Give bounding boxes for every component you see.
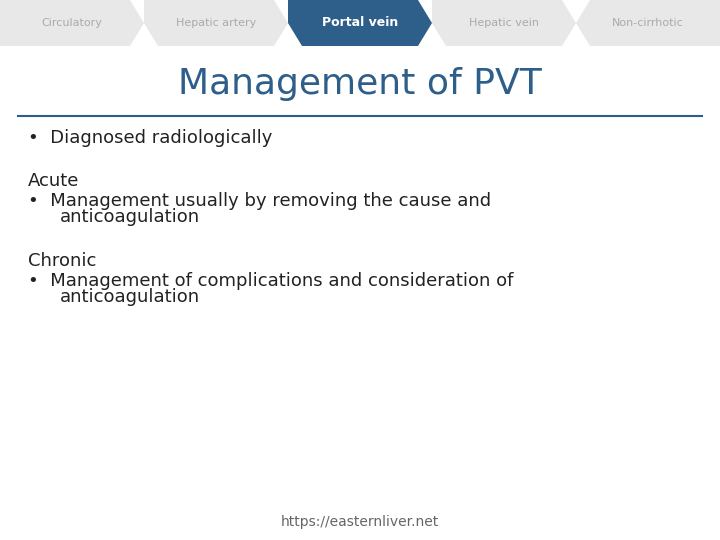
Polygon shape — [0, 0, 144, 46]
Text: •  Management of complications and consideration of: • Management of complications and consid… — [28, 272, 513, 290]
Text: Non-cirrhotic: Non-cirrhotic — [612, 18, 684, 28]
Text: https://easternliver.net: https://easternliver.net — [281, 515, 439, 529]
Text: Acute: Acute — [28, 172, 79, 190]
Polygon shape — [288, 0, 432, 46]
Text: Hepatic artery: Hepatic artery — [176, 18, 256, 28]
Text: Chronic: Chronic — [28, 252, 96, 270]
Text: Circulatory: Circulatory — [42, 18, 102, 28]
Polygon shape — [432, 0, 576, 46]
Text: •  Diagnosed radiologically: • Diagnosed radiologically — [28, 129, 272, 147]
Text: •  Management usually by removing the cause and: • Management usually by removing the cau… — [28, 192, 491, 210]
Text: Hepatic vein: Hepatic vein — [469, 18, 539, 28]
Text: anticoagulation: anticoagulation — [60, 208, 200, 226]
Text: anticoagulation: anticoagulation — [60, 288, 200, 306]
Polygon shape — [144, 0, 288, 46]
Polygon shape — [576, 0, 720, 46]
Text: Management of PVT: Management of PVT — [178, 67, 542, 101]
Text: Portal vein: Portal vein — [322, 17, 398, 30]
